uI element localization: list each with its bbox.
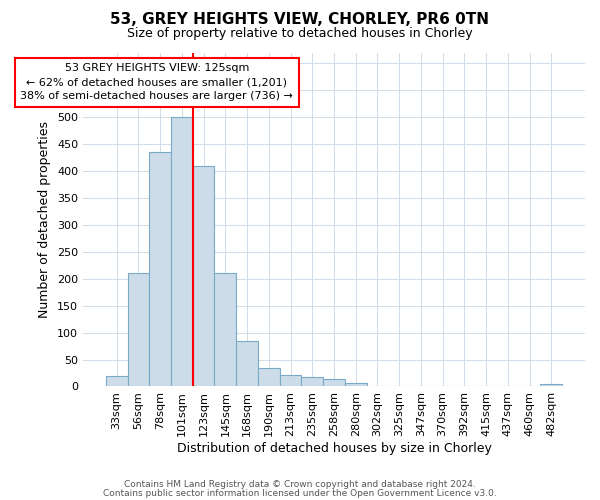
Text: Contains public sector information licensed under the Open Government Licence v3: Contains public sector information licen… bbox=[103, 488, 497, 498]
Text: 53 GREY HEIGHTS VIEW: 125sqm
← 62% of detached houses are smaller (1,201)
38% of: 53 GREY HEIGHTS VIEW: 125sqm ← 62% of de… bbox=[20, 64, 293, 102]
Bar bbox=[106, 376, 128, 386]
Text: Contains HM Land Registry data © Crown copyright and database right 2024.: Contains HM Land Registry data © Crown c… bbox=[124, 480, 476, 489]
Bar bbox=[541, 384, 562, 386]
Y-axis label: Number of detached properties: Number of detached properties bbox=[38, 121, 52, 318]
Bar bbox=[280, 374, 301, 386]
Bar bbox=[128, 274, 149, 386]
Text: 53, GREY HEIGHTS VIEW, CHORLEY, PR6 0TN: 53, GREY HEIGHTS VIEW, CHORLEY, PR6 0TN bbox=[110, 12, 490, 28]
Bar bbox=[323, 380, 345, 386]
Bar bbox=[236, 340, 258, 386]
Bar bbox=[214, 274, 236, 386]
Bar bbox=[149, 152, 171, 386]
Bar bbox=[171, 117, 193, 386]
Bar bbox=[258, 368, 280, 386]
Text: Size of property relative to detached houses in Chorley: Size of property relative to detached ho… bbox=[127, 28, 473, 40]
Bar bbox=[301, 377, 323, 386]
Bar bbox=[193, 166, 214, 386]
X-axis label: Distribution of detached houses by size in Chorley: Distribution of detached houses by size … bbox=[176, 442, 491, 455]
Bar bbox=[345, 382, 367, 386]
